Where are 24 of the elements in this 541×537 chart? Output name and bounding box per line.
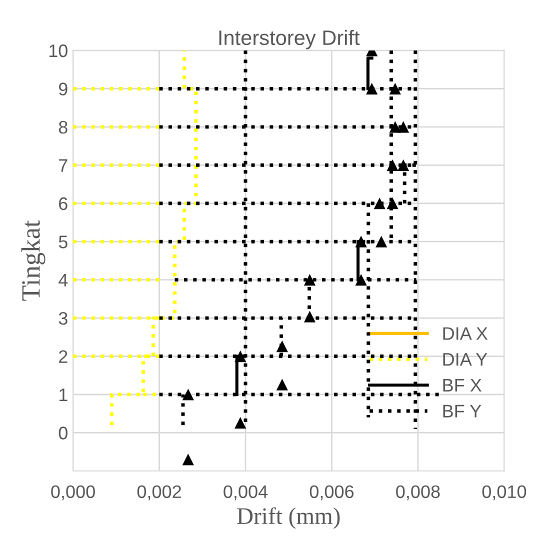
y-tick-label: 1 (60, 388, 68, 402)
x-tick-label: 0,006 (310, 485, 354, 500)
y-tick-label: 2 (59, 350, 68, 363)
x-tick-label: 0,008 (396, 485, 440, 500)
legend-label: BF X (443, 379, 482, 392)
y-tick-label: 3 (58, 312, 68, 325)
legend-label: BF Y (443, 404, 482, 418)
x-tick-label: 0,002 (137, 485, 181, 500)
legend-label: DIA X (443, 327, 488, 340)
x-tick-label: 0,004 (224, 485, 268, 500)
x-axis-title: Drift (mm) (237, 507, 340, 529)
x-tick-label: 0,010 (482, 485, 526, 500)
y-tick-label: 0 (58, 426, 68, 440)
y-tick-label: 4 (58, 274, 68, 286)
y-tick-label: 10 (49, 44, 68, 58)
x-tick-label: 0,000 (51, 485, 95, 500)
y-tick-label: 5 (58, 236, 68, 248)
chart-title: Interstorey Drift (219, 30, 360, 50)
y-tick-label: 8 (58, 120, 68, 134)
y-tick-label: 9 (58, 82, 68, 96)
legend-label: DIA Y (443, 353, 488, 366)
y-tick-label: 7 (59, 159, 68, 172)
y-axis-title: Tingkat (21, 220, 46, 301)
y-tick-label: 6 (59, 197, 68, 210)
